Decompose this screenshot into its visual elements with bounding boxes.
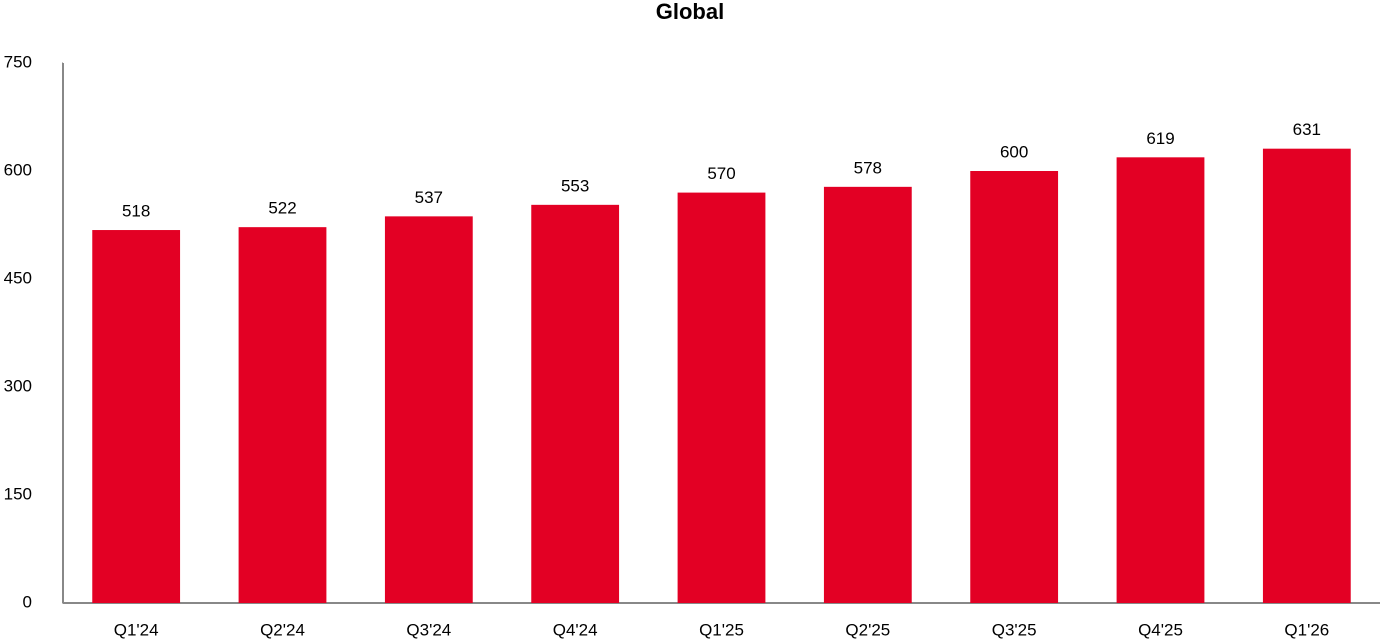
y-tick-label: 150 <box>4 484 32 503</box>
chart-title: Global <box>656 0 724 24</box>
x-tick-label: Q4'25 <box>1138 620 1183 639</box>
data-label: 619 <box>1146 129 1174 148</box>
data-label: 570 <box>707 164 735 183</box>
data-label: 578 <box>854 158 882 177</box>
x-tick-label: Q3'24 <box>406 620 451 639</box>
y-tick-label: 300 <box>4 376 32 395</box>
x-tick-label: Q2'24 <box>260 620 305 639</box>
bar <box>238 227 327 603</box>
y-tick-label: 450 <box>4 268 32 287</box>
y-tick-label: 600 <box>4 160 32 179</box>
bar <box>531 204 620 603</box>
bar <box>677 192 766 603</box>
bar <box>92 230 181 604</box>
x-tick-label: Q4'24 <box>553 620 598 639</box>
bar <box>970 171 1059 603</box>
x-tick-label: Q1'24 <box>114 620 159 639</box>
bar <box>384 216 473 604</box>
data-label: 553 <box>561 176 589 195</box>
data-label: 600 <box>1000 142 1028 161</box>
x-tick-label: Q2'25 <box>845 620 890 639</box>
x-tick-label: Q1'26 <box>1284 620 1329 639</box>
data-label: 522 <box>268 199 296 218</box>
bar <box>1116 157 1205 603</box>
data-label: 537 <box>415 188 443 207</box>
data-label: 631 <box>1293 120 1321 139</box>
bar <box>1262 148 1351 603</box>
y-tick-label: 0 <box>23 592 32 611</box>
y-tick-label: 750 <box>4 52 32 71</box>
bar <box>823 186 912 603</box>
x-tick-label: Q3'25 <box>992 620 1037 639</box>
data-label: 518 <box>122 202 150 221</box>
x-tick-label: Q1'25 <box>699 620 744 639</box>
